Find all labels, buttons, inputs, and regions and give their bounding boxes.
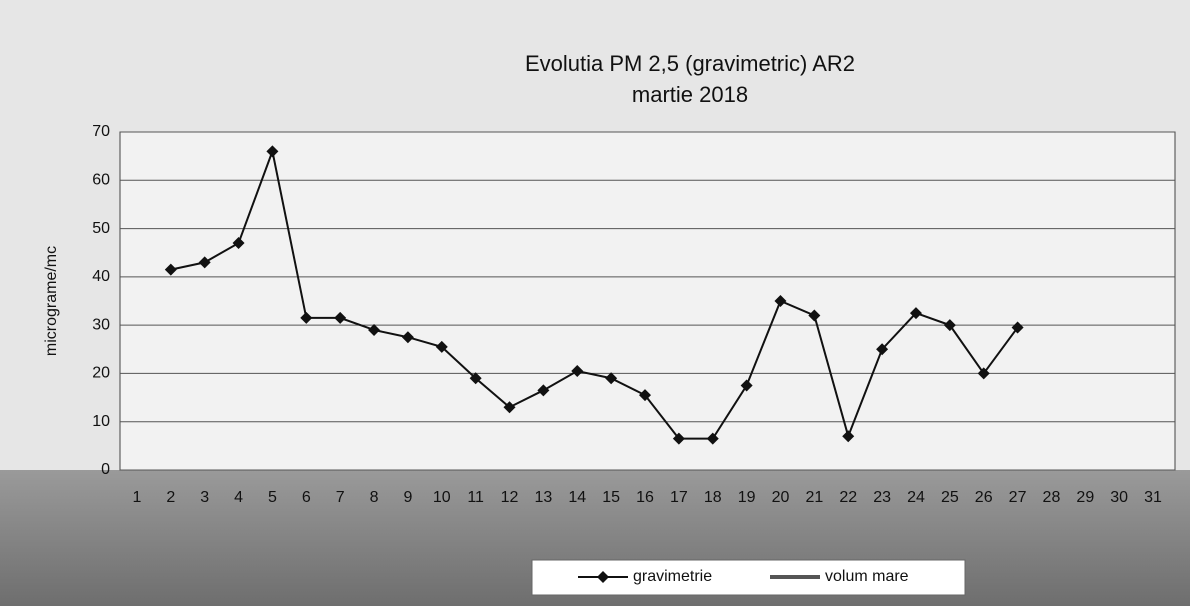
x-tick-label: 4	[234, 489, 243, 506]
chart-title: Evolutia PM 2,5 (gravimetric) AR2	[525, 51, 855, 76]
x-tick-label: 12	[501, 489, 519, 506]
marker	[266, 145, 279, 158]
x-tick-label: 28	[1043, 489, 1061, 506]
marker	[639, 389, 651, 402]
marker	[401, 331, 414, 344]
marker	[842, 430, 855, 443]
x-tick-label: 13	[534, 489, 552, 506]
plot-area	[119, 131, 1176, 471]
marker	[605, 372, 618, 385]
x-tick-label: 14	[568, 489, 586, 506]
x-tick-label: 5	[268, 489, 277, 506]
marker	[672, 432, 685, 445]
marker	[740, 379, 753, 392]
y-tick-label: 40	[92, 268, 110, 285]
marker	[198, 256, 211, 269]
x-tick-label: 6	[302, 489, 311, 506]
marker	[164, 263, 177, 276]
marker	[1011, 321, 1024, 334]
x-tick-label: 8	[370, 489, 379, 506]
x-tick-label: 17	[670, 489, 688, 506]
legend-label: volum mare	[825, 568, 909, 585]
y-tick-label: 0	[101, 461, 110, 478]
y-tick-label: 60	[92, 172, 110, 189]
marker	[706, 432, 719, 445]
y-tick-label: 50	[92, 220, 110, 237]
marker	[469, 372, 482, 385]
legend-marker	[597, 571, 609, 583]
y-tick-label: 10	[92, 413, 110, 430]
x-tick-label: 21	[805, 489, 823, 506]
marker	[232, 237, 245, 250]
x-tick-label: 2	[166, 489, 175, 506]
marker	[334, 311, 347, 324]
marker	[943, 319, 956, 332]
x-tick-label: 15	[602, 489, 620, 506]
marker	[977, 367, 990, 380]
x-tick-label: 20	[772, 489, 790, 506]
y-axis-label: micrograme/mc	[43, 246, 60, 356]
x-tick-label: 3	[200, 489, 209, 506]
x-tick-label: 22	[839, 489, 857, 506]
marker	[503, 401, 516, 414]
marker	[300, 311, 313, 324]
x-tick-label: 9	[403, 489, 412, 506]
x-tick-label: 11	[467, 489, 484, 506]
x-tick-label: 24	[907, 489, 925, 506]
marker	[571, 365, 584, 378]
x-tick-label: 10	[433, 489, 451, 506]
marker	[808, 309, 821, 322]
x-tick-label: 27	[1009, 489, 1027, 506]
x-tick-label: 7	[336, 489, 345, 506]
marker	[876, 343, 889, 356]
marker	[435, 340, 448, 353]
x-tick-label: 16	[636, 489, 654, 506]
y-tick-label: 30	[92, 316, 110, 333]
x-tick-label: 29	[1076, 489, 1094, 506]
x-tick-label: 19	[738, 489, 756, 506]
x-tick-label: 31	[1144, 489, 1162, 506]
x-tick-label: 26	[975, 489, 993, 506]
marker	[368, 323, 381, 336]
y-tick-label: 20	[92, 365, 110, 382]
y-tick-label: 70	[92, 123, 110, 140]
marker	[774, 295, 787, 307]
x-tick-label: 25	[941, 489, 959, 506]
x-tick-label: 18	[704, 489, 722, 506]
marker	[909, 307, 922, 320]
x-tick-label: 30	[1110, 489, 1128, 506]
x-tick-label: 1	[132, 489, 141, 506]
marker	[537, 384, 550, 397]
legend-label: gravimetrie	[633, 568, 712, 585]
x-tick-label: 23	[873, 489, 891, 506]
chart-subtitle: martie 2018	[632, 82, 748, 107]
